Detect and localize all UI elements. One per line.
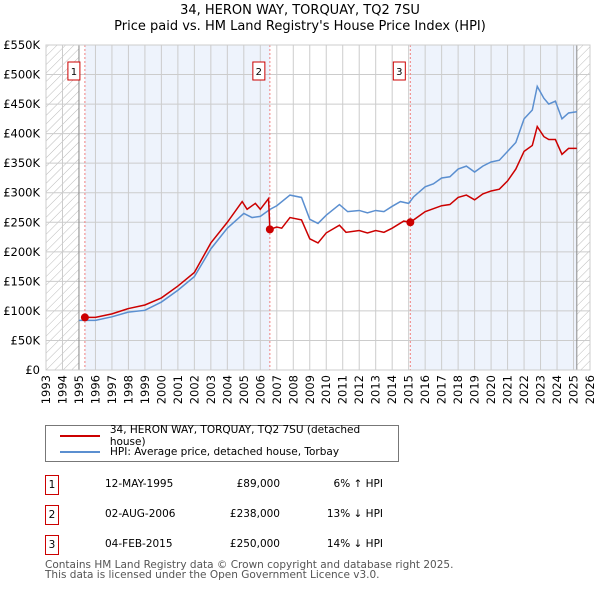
price: £89,000 [236,478,280,490]
legend: 34, HERON WAY, TORQUAY, TQ2 7SU (detache… [45,424,399,462]
x-tick-label: 2018 [451,375,465,404]
x-tick-label: 2005 [237,375,251,404]
hpi-line [78,84,577,322]
y-tick-label: £200K [3,245,40,259]
transaction-row: 3 04-FEB-2015 £250,000 14% ↓ HPI [45,535,445,555]
y-tick-label: £250K [3,215,40,229]
date: 12-MAY-1995 [105,478,174,490]
y-tick-label: £300K [3,186,40,200]
y-tick-label: £350K [3,156,40,170]
x-tick-label: 2022 [517,375,531,404]
x-tick-label: 2020 [484,375,498,404]
x-tick-label: 2002 [187,375,201,404]
x-tick-label: 2000 [154,375,168,404]
y-tick-label: £50K [11,333,41,347]
subtitle: Price paid vs. HM Land Registry's House … [114,19,486,34]
hpi-diff: 13% ↓ HPI [326,508,383,520]
x-tick-label: 2003 [204,375,218,404]
x-tick-label: 2011 [336,375,350,404]
x-tick-label: 2021 [501,375,515,404]
x-tick-label: 2026 [583,375,597,404]
sale-marker-box [392,61,406,81]
footer-copyright: Contains HM Land Registry data © Crown c… [45,559,454,571]
y-tick-label: £150K [3,274,40,288]
marker-badge: 3 [45,535,59,555]
y-tick-label: £400K [3,127,40,141]
x-tick-label: 1997 [105,375,119,404]
y-tick-label: £450K [3,97,40,111]
x-tick-label: 2014 [385,375,399,404]
y-tick-label: £100K [3,304,40,318]
x-tick-label: 2004 [220,375,234,404]
x-tick-label: 2017 [435,375,449,404]
sale-marker-box [67,61,81,81]
x-tick-label: 1996 [88,375,102,404]
footer: Contains HM Land Registry data © Crown c… [45,559,454,581]
x-tick-label: 1993 [39,375,53,404]
legend-label: HPI: Average price, detached house, Torb… [110,446,340,458]
hpi-diff: 6% ↑ HPI [333,478,383,490]
sale-marker-label: 2 [256,67,262,78]
x-tick-label: 2019 [468,375,482,404]
transaction-row: 1 12-MAY-1995 £89,000 6% ↑ HPI [45,475,445,495]
legend-label: 34, HERON WAY, TORQUAY, TQ2 7SU (detache… [109,424,361,448]
property-price-line [84,124,577,319]
marker-badge: 2 [45,505,59,525]
x-tick-label: 1998 [121,375,135,404]
sale-marker-label: 1 [71,67,77,78]
sale-point [406,218,415,227]
x-tick-label: 2024 [550,375,564,404]
x-tick-label: 2009 [303,375,317,404]
x-tick-label: 2012 [352,375,366,404]
x-tick-label: 1999 [138,375,152,404]
footer-licence: This data is licensed under the Open Gov… [45,569,380,581]
sale-point [80,313,89,322]
x-tick-label: 2013 [369,375,383,404]
red-line-icon [60,435,100,437]
x-tick-label: 2010 [319,375,333,404]
x-tick-label: 2001 [171,375,185,404]
y-tick-label: £0 [25,363,40,377]
x-tick-label: 2008 [286,375,300,404]
y-tick-label: £550K [3,38,40,52]
title: 34, HERON WAY, TORQUAY, TQ2 7SU [180,3,420,18]
hatched-region [576,45,590,370]
x-tick-label: 2023 [534,375,548,404]
price-chart: 1993 1994 1995 1996 1997 1998 1999 2000 2001 2002… [3,38,597,404]
x-tick-label: 2006 [253,375,267,404]
x-tick-label: 2015 [402,375,416,404]
sale-point [265,225,274,234]
x-tick-label: 2016 [418,375,432,404]
date: 04-FEB-2015 [105,538,173,550]
y-tick-label: £500K [3,68,40,82]
price: £238,000 [229,508,280,520]
sale-marker-box [252,61,266,81]
chart-title: 34, HERON WAY, TORQUAY, TQ2 7SU Price pa… [0,3,600,35]
x-tick-label: 2007 [270,375,284,404]
marker-badge: 1 [45,475,59,495]
legend-item-property: 34, HERON WAY, TORQUAY, TQ2 7SU (detache… [60,424,398,448]
transaction-row: 2 02-AUG-2006 £238,000 13% ↓ HPI [45,505,445,525]
legend-item-hpi: HPI: Average price, detached house, Torb… [60,444,339,460]
hpi-diff: 14% ↓ HPI [326,538,383,550]
sale-marker-label: 3 [396,67,402,78]
blue-line-icon [60,451,100,453]
x-tick-label: 2025 [567,375,581,404]
date: 02-AUG-2006 [105,508,176,520]
plot-border [45,44,591,371]
x-tick-label: 1994 [55,375,69,404]
x-tick-label: 1995 [72,375,86,404]
price: £250,000 [229,538,280,550]
